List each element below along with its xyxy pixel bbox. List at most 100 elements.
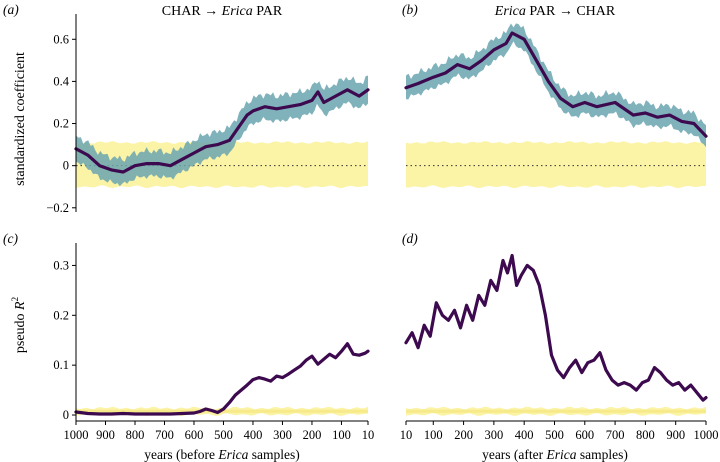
data-point [363,351,367,355]
y-tick-label: 0 [63,159,69,173]
y-tick-label: 0.3 [53,258,69,272]
y-tick-label: 0.4 [53,74,69,88]
data-point [298,103,302,106]
data-point [456,63,459,66]
data-point [477,294,480,297]
data-point [239,388,243,392]
data-point [357,353,361,357]
data-point [556,368,559,372]
data-point [210,409,213,412]
x-tick-label: 500 [545,428,564,442]
x-tick-label: 1000 [64,428,89,442]
x-tick-label: 200 [303,428,322,442]
data-point [471,319,474,322]
data-point [204,407,207,411]
x-tick-label: 900 [96,428,115,442]
data-point [459,326,462,329]
data-point [192,151,196,155]
data-point [239,122,243,125]
data-point [410,331,414,334]
panel-label-d: (d) [402,231,418,246]
panel-label-b: (b) [402,2,418,17]
data-point [483,304,486,307]
data-point [495,289,499,292]
data-point [216,143,219,146]
data-point [671,383,674,387]
data-point [610,378,614,382]
data-point [492,48,496,52]
data-point [692,122,696,125]
data-point [357,94,361,98]
panel-c: 0 0.1 0.2 0.3 1000 900 800 700 600 500 400 300 200 10… [53,243,374,442]
data-point [665,378,668,382]
data-point [316,90,320,94]
data-point [275,374,278,378]
series-line [74,342,370,416]
data-point [98,412,101,416]
data-point [204,145,207,148]
data-point [322,357,325,361]
panel-d: 10 100 200 300 400 500 600 700 800 900 1000 [400,253,719,442]
data-point [653,366,656,369]
series-line [404,253,708,402]
null-band [406,141,706,189]
x-tick-label: 600 [185,428,204,442]
data-point [298,364,302,368]
data-point [677,381,680,384]
data-point [683,388,686,392]
data-point [287,372,290,376]
data-point [595,105,599,108]
data-point [515,284,518,287]
x-tick-label: 200 [454,428,473,442]
data-point [580,371,583,374]
x-tick-label: 700 [155,428,174,442]
data-point [532,269,535,272]
data-point [429,335,432,338]
data-point [98,164,101,167]
data-point [444,71,447,75]
data-point [133,412,137,416]
data-point [346,342,349,345]
data-point [346,88,349,92]
x-tick-label: 400 [244,428,263,442]
data-point [468,67,471,70]
data-point [404,86,408,89]
panel-b [404,23,708,189]
data-point [334,94,337,98]
data-point [435,301,438,305]
data-point [656,116,659,119]
y-tick-label: 0.2 [53,308,69,322]
data-point [489,279,493,282]
y-tick-label: 0.2 [53,117,69,131]
data-point [629,383,632,387]
data-point [574,358,577,362]
data-point [659,371,662,374]
data-point [526,264,529,267]
data-point [366,349,370,353]
data-point [604,368,608,372]
data-point [228,139,231,142]
x-tick-label: 300 [485,428,504,442]
data-point [547,80,550,83]
data-point [668,113,671,117]
y-tick-label: 0.1 [53,358,69,372]
data-point [322,101,325,104]
data-point [366,88,370,92]
data-point [110,412,113,416]
data-point [334,356,337,359]
data-point [583,101,586,104]
data-point [86,153,89,157]
data-point [510,254,514,257]
data-point [616,383,620,387]
x-tick-label: 600 [575,428,594,442]
data-point [263,105,266,108]
confidence-ribbon [76,75,368,187]
data-point [86,412,89,415]
data-point [538,284,541,287]
data-point [180,158,184,161]
series-line [74,88,370,174]
x-tick-label: 900 [666,428,685,442]
x-axis-label-left: years (before Erica samples) [144,447,300,462]
data-point [522,38,526,41]
